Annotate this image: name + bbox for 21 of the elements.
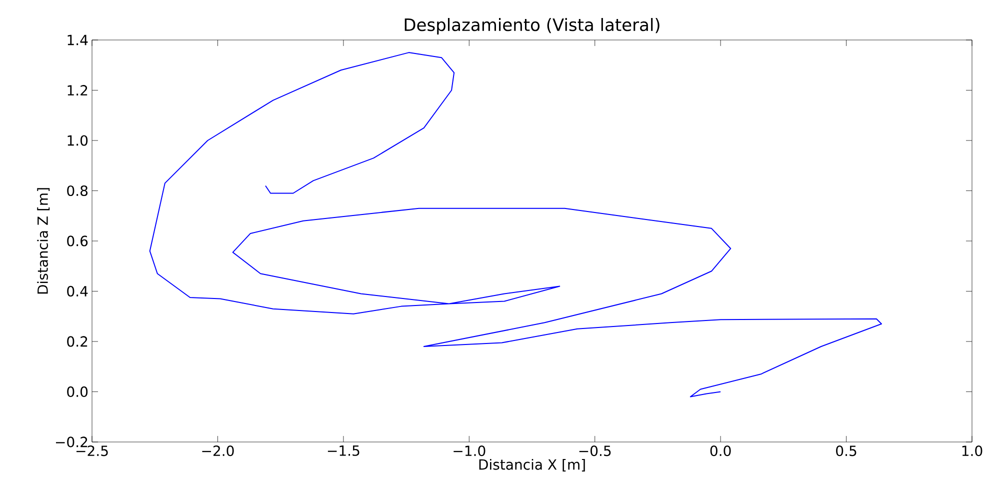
x-tick-label: −2.5 <box>76 446 108 456</box>
y-tick-label: 1.0 <box>68 135 88 146</box>
y-tick-label: 0.4 <box>67 286 88 297</box>
line-series <box>149 52 882 398</box>
y-tick-label: 0.6 <box>67 236 88 246</box>
y-tick-label: 0.0 <box>67 386 88 398</box>
y-tick-label: −0.2 <box>56 436 88 448</box>
x-tick-label: 1.0 <box>962 446 982 456</box>
x-tick-label: 0.0 <box>710 446 731 456</box>
y-axis-title: Distancia Z [m] <box>37 188 50 294</box>
y-tick-label: 1.2 <box>68 85 88 96</box>
y-tick-label: 1.4 <box>68 34 88 46</box>
y-tick-label: 0.8 <box>67 185 88 196</box>
x-tick-label: −2.0 <box>202 446 234 456</box>
x-tick-label: −1.5 <box>328 446 360 456</box>
x-axis-title: Distancia X [m] <box>479 458 585 472</box>
x-tick-label: −1.0 <box>454 446 486 456</box>
chart-title: Desplazamiento (Vista lateral) <box>404 18 660 34</box>
x-tick-label: 0.5 <box>836 446 856 456</box>
x-tick-label: −0.5 <box>579 446 611 456</box>
y-tick-label: 0.2 <box>67 336 88 347</box>
